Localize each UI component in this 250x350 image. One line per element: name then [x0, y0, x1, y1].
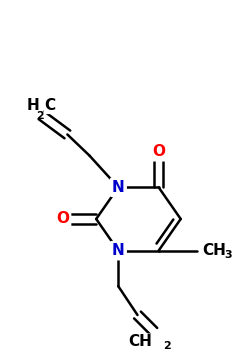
- Text: O: O: [152, 144, 165, 159]
- Text: N: N: [112, 180, 125, 195]
- Text: N: N: [112, 243, 125, 258]
- Text: O: O: [56, 211, 69, 226]
- Text: CH: CH: [128, 334, 152, 349]
- Text: 2: 2: [36, 111, 44, 121]
- Text: 3: 3: [224, 251, 232, 260]
- Text: 2: 2: [164, 341, 171, 350]
- Text: H: H: [27, 98, 40, 113]
- Text: C: C: [44, 98, 56, 113]
- Text: CH: CH: [202, 243, 226, 258]
